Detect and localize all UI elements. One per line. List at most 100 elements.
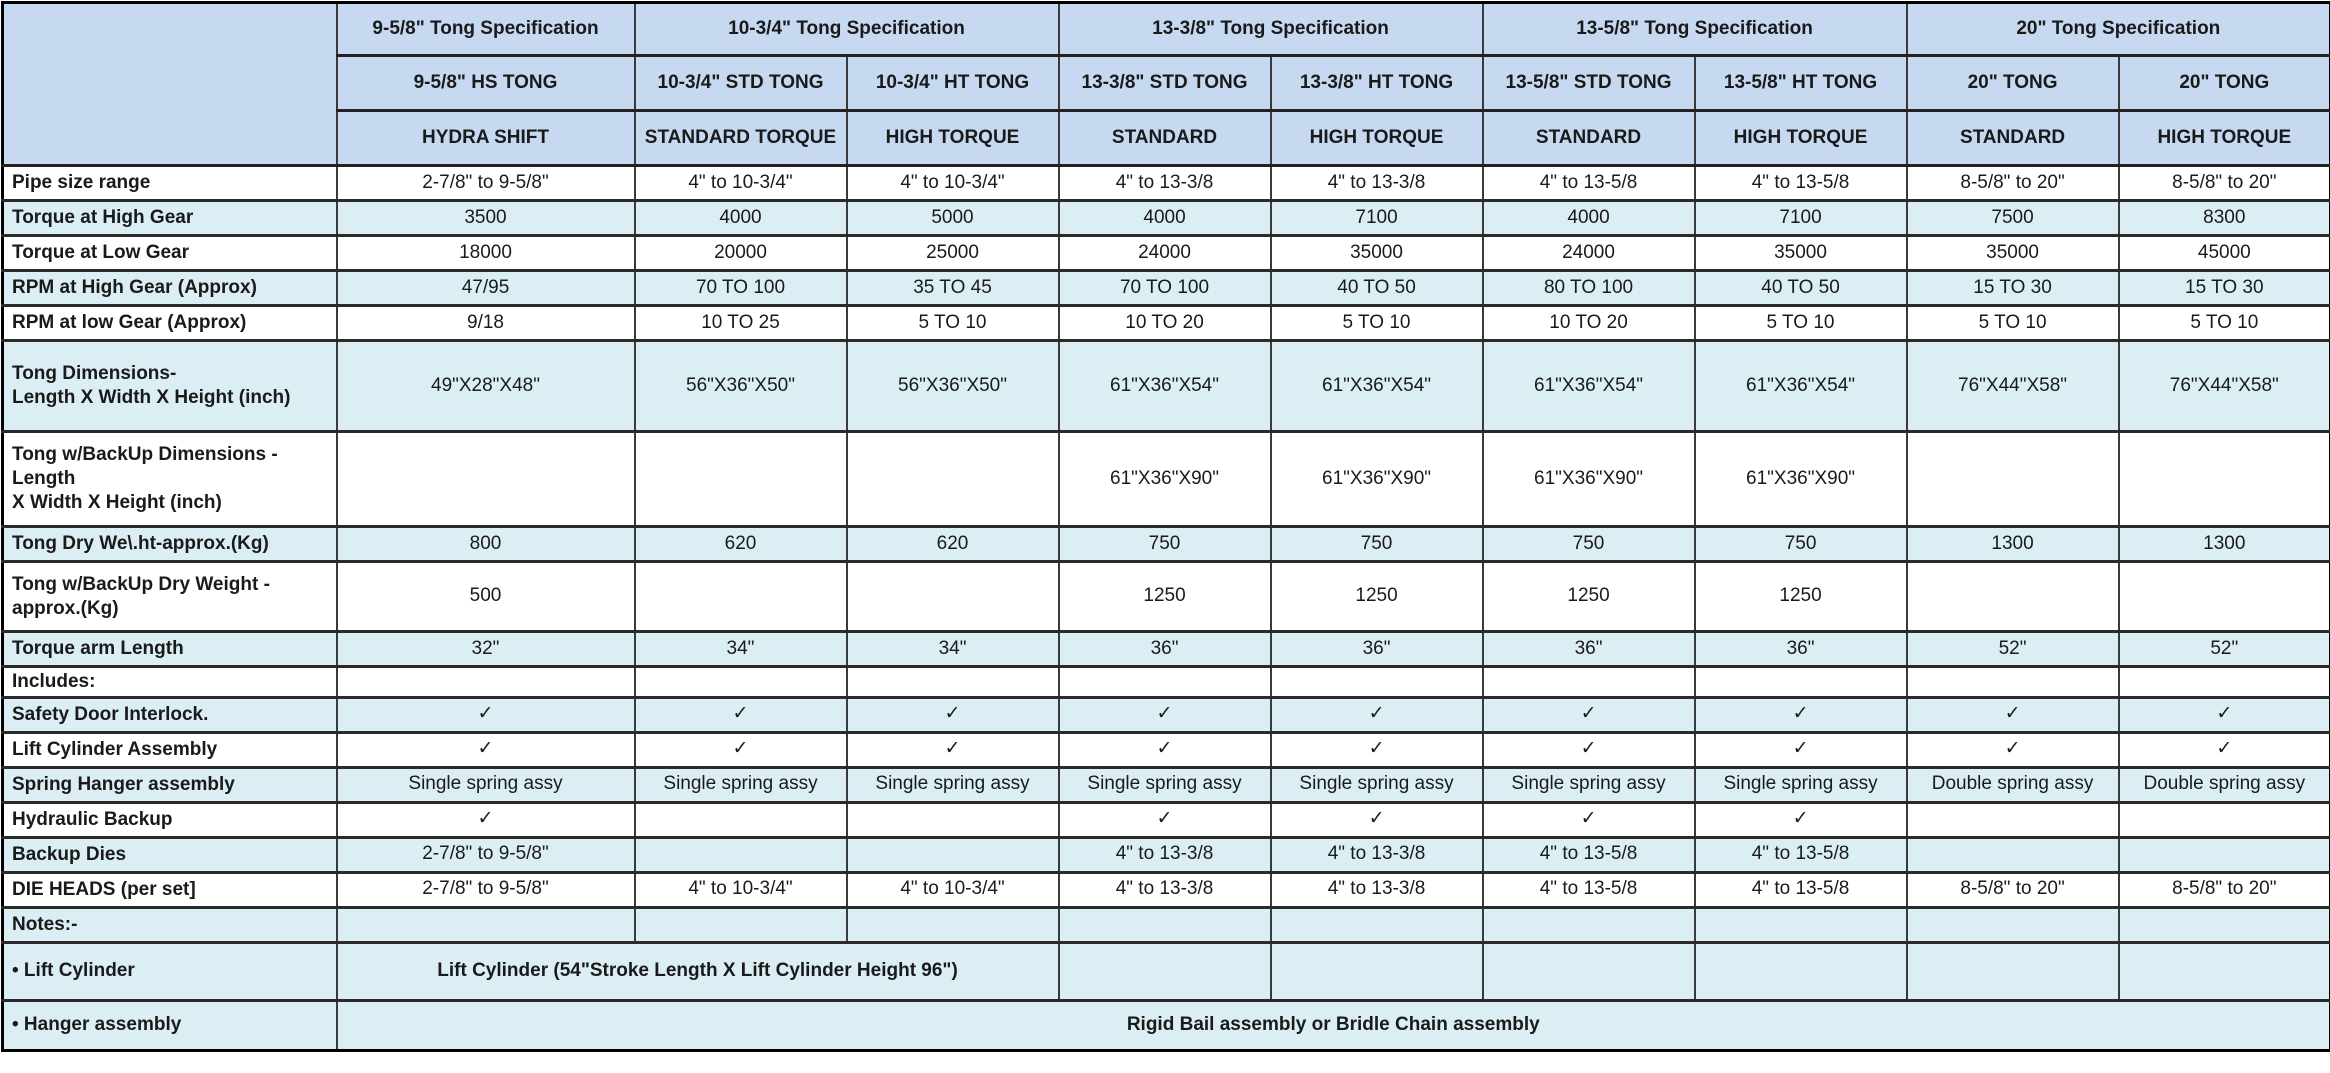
spec-value-cell: Double spring assy [2117, 766, 2330, 804]
spec-value-cell: 9/18 [335, 304, 636, 342]
spec-value-cell [845, 836, 1060, 874]
spec-value-cell: ✓ [1693, 696, 1908, 734]
row-label: Safety Door Interlock. [1, 696, 338, 734]
spec-value-cell [2117, 560, 2330, 633]
spec-value-cell: 4" to 10-3/4" [845, 871, 1060, 909]
table-row: Hydraulic Backup ✓ ✓ ✓ ✓ ✓ [1, 801, 2330, 839]
spec-value-cell [845, 665, 1060, 699]
row-label: Notes:- [1, 906, 338, 944]
row-label: Tong w/BackUp Dimensions - Length X Widt… [1, 430, 338, 528]
spec-value-cell: 35 TO 45 [845, 269, 1060, 307]
table-row: Torque arm Length 32" 34" 34" 36" 36" 36" 36" 52… [1, 630, 2330, 668]
table-row: Backup Dies 2-7/8" to 9-5/8" 4" to 13-3/8 4… [1, 836, 2330, 874]
spec-value-cell: ✓ [845, 731, 1060, 769]
spec-value-cell [633, 836, 848, 874]
row-label: Pipe size range [1, 164, 338, 202]
spec-value-cell: 4000 [633, 199, 848, 237]
row-label: • Hanger assembly [1, 999, 338, 1052]
spec-value-cell: 36" [1269, 630, 1484, 668]
spec-value-cell: 4" to 13-5/8 [1693, 836, 1908, 874]
spec-value-cell [1269, 665, 1484, 699]
spec-value-cell: 40 TO 50 [1269, 269, 1484, 307]
spec-value-cell [2117, 941, 2330, 1002]
column-group-header: 13-3/8" Tong Specification [1057, 1, 1484, 57]
spec-value-cell [845, 560, 1060, 633]
row-label: Torque at High Gear [1, 199, 338, 237]
table-row: Pipe size range 2-7/8" to 9-5/8" 4" to 10-… [1, 164, 2330, 202]
merged-note-cell: Lift Cylinder (54"Stroke Length X Lift C… [335, 941, 1060, 1002]
tong-type-header: STANDARD TORQUE [633, 109, 848, 167]
row-label: Lift Cylinder Assembly [1, 731, 338, 769]
spec-value-cell: 4" to 13-5/8 [1693, 164, 1908, 202]
row-label: Tong Dry We\.ht-approx.(Kg) [1, 525, 338, 563]
spec-value-cell: 52" [1905, 630, 2120, 668]
spec-value-cell: ✓ [1693, 731, 1908, 769]
spec-value-cell: 80 TO 100 [1481, 269, 1696, 307]
spec-value-cell [1905, 941, 2120, 1002]
row-label: Tong w/BackUp Dry Weight - approx.(Kg) [1, 560, 338, 633]
spec-value-cell [2117, 665, 2330, 699]
spec-value-cell: 5 TO 10 [845, 304, 1060, 342]
spec-value-cell: 56"X36"X50" [845, 339, 1060, 433]
spec-value-cell: 25000 [845, 234, 1060, 272]
spec-value-cell: 20000 [633, 234, 848, 272]
spec-value-cell: 32" [335, 630, 636, 668]
tong-type-header: HIGH TORQUE [1269, 109, 1484, 167]
spec-value-cell: 61"X36"X54" [1481, 339, 1696, 433]
tong-name-header: 13-5/8" HT TONG [1693, 54, 1908, 112]
spec-value-cell [633, 906, 848, 944]
table-row: Torque at Low Gear 18000 20000 25000 24000 35… [1, 234, 2330, 272]
spec-value-cell: 1250 [1481, 560, 1696, 633]
spec-value-cell [1905, 836, 2120, 874]
spec-value-cell: ✓ [1269, 696, 1484, 734]
spec-value-cell: 5 TO 10 [1905, 304, 2120, 342]
spec-value-cell [1057, 941, 1272, 1002]
table-header: 9-5/8" Tong Specification 10-3/4" Tong Sp… [1, 1, 2330, 167]
spec-value-cell: 2-7/8" to 9-5/8" [335, 164, 636, 202]
spec-value-cell: 10 TO 20 [1057, 304, 1272, 342]
spec-value-cell: 620 [845, 525, 1060, 563]
spec-value-cell [1905, 560, 2120, 633]
spec-value-cell: ✓ [633, 696, 848, 734]
spec-value-cell [1693, 941, 1908, 1002]
spec-value-cell: ✓ [1905, 696, 2120, 734]
spec-value-cell: ✓ [633, 731, 848, 769]
spec-value-cell: 750 [1057, 525, 1272, 563]
spec-value-cell: 4" to 13-3/8 [1269, 836, 1484, 874]
spec-value-cell: 1250 [1693, 560, 1908, 633]
spec-value-cell: 34" [845, 630, 1060, 668]
table-row: Tong Dimensions- Length X Width X Height… [1, 339, 2330, 433]
spec-value-cell: 750 [1693, 525, 1908, 563]
table-row: • Hanger assembly Rigid Bail assembly or … [1, 999, 2330, 1052]
table-row: • Lift Cylinder Lift Cylinder (54"Stroke … [1, 941, 2330, 1002]
tong-name-header: 20" TONG [2117, 54, 2330, 112]
spec-value-cell: 61"X36"X90" [1269, 430, 1484, 528]
spec-value-cell: 4" to 10-3/4" [633, 164, 848, 202]
spec-value-cell: 49"X28"X48" [335, 339, 636, 433]
spec-value-cell: Single spring assy [335, 766, 636, 804]
spec-value-cell [1905, 801, 2120, 839]
spec-value-cell: 1250 [1057, 560, 1272, 633]
spec-value-cell [1269, 906, 1484, 944]
spec-value-cell: 10 TO 20 [1481, 304, 1696, 342]
spec-value-cell: 4" to 13-5/8 [1481, 164, 1696, 202]
spec-value-cell [335, 906, 636, 944]
spec-value-cell: 70 TO 100 [1057, 269, 1272, 307]
spec-value-cell: 2-7/8" to 9-5/8" [335, 836, 636, 874]
table-row: Tong Dry We\.ht-approx.(Kg) 800 620 620 750 7… [1, 525, 2330, 563]
spec-value-cell: 45000 [2117, 234, 2330, 272]
spec-value-cell: 61"X36"X54" [1269, 339, 1484, 433]
row-label: Tong Dimensions- Length X Width X Height… [1, 339, 338, 433]
spec-value-cell: ✓ [1481, 801, 1696, 839]
spec-value-cell: 4" to 13-3/8 [1057, 836, 1272, 874]
row-label: RPM at High Gear (Approx) [1, 269, 338, 307]
spec-value-cell: 4" to 13-5/8 [1481, 836, 1696, 874]
spec-value-cell [633, 665, 848, 699]
spec-value-cell: 35000 [1269, 234, 1484, 272]
spec-value-cell: 8-5/8" to 20" [2117, 164, 2330, 202]
row-label: Backup Dies [1, 836, 338, 874]
spec-value-cell: 8-5/8" to 20" [1905, 871, 2120, 909]
spec-value-cell: Single spring assy [1269, 766, 1484, 804]
spec-value-cell: 8300 [2117, 199, 2330, 237]
spec-value-cell: 35000 [1693, 234, 1908, 272]
